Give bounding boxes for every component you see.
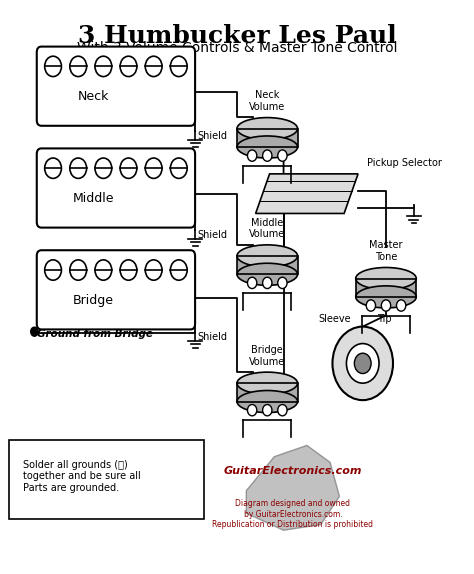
Circle shape <box>171 56 187 76</box>
FancyBboxPatch shape <box>37 149 195 228</box>
Circle shape <box>171 260 187 280</box>
Text: Middle
Volume: Middle Volume <box>249 218 285 239</box>
Bar <box>237 129 298 147</box>
Text: Bridge
Volume: Bridge Volume <box>249 345 285 367</box>
Text: Bridge: Bridge <box>73 293 114 307</box>
Text: Tip: Tip <box>377 314 392 324</box>
Bar <box>237 129 298 147</box>
Circle shape <box>45 260 62 280</box>
Bar <box>237 383 298 402</box>
Circle shape <box>171 158 187 179</box>
Text: Middle: Middle <box>73 192 114 205</box>
Bar <box>356 278 416 297</box>
Circle shape <box>95 158 112 179</box>
Circle shape <box>95 260 112 280</box>
Circle shape <box>247 150 257 161</box>
Circle shape <box>145 56 162 76</box>
Text: Diagram designed and owned
by GuitarElectronics.com.
Republication or Distributi: Diagram designed and owned by GuitarElec… <box>212 499 374 529</box>
Text: Sleeve: Sleeve <box>319 314 351 324</box>
Text: 3 Humbucker Les Paul: 3 Humbucker Les Paul <box>78 24 396 48</box>
Circle shape <box>278 405 287 416</box>
Circle shape <box>45 158 62 179</box>
Circle shape <box>396 300 406 311</box>
Text: Pickup Selector: Pickup Selector <box>367 158 442 168</box>
Text: With 3 Volume Controls & Master Tone Control: With 3 Volume Controls & Master Tone Con… <box>77 41 397 55</box>
Text: Master
Tone: Master Tone <box>369 241 403 262</box>
Bar <box>356 278 416 297</box>
Circle shape <box>263 277 272 289</box>
Circle shape <box>145 158 162 179</box>
Text: Ground from Bridge: Ground from Bridge <box>37 329 153 339</box>
Ellipse shape <box>237 390 298 413</box>
Bar <box>237 256 298 274</box>
Text: Shield: Shield <box>197 131 228 141</box>
Text: Neck: Neck <box>78 90 109 103</box>
Polygon shape <box>255 174 358 214</box>
Circle shape <box>355 353 371 374</box>
Circle shape <box>366 300 375 311</box>
Circle shape <box>120 56 137 76</box>
Text: Solder all grounds (⏚)
together and be sure all
Parts are grounded.: Solder all grounds (⏚) together and be s… <box>23 460 141 492</box>
FancyBboxPatch shape <box>37 250 195 329</box>
Ellipse shape <box>356 267 416 289</box>
Circle shape <box>346 344 379 383</box>
Circle shape <box>70 56 87 76</box>
Text: Neck
Volume: Neck Volume <box>249 91 285 112</box>
Circle shape <box>247 277 257 289</box>
Ellipse shape <box>237 245 298 267</box>
Circle shape <box>120 158 137 179</box>
Circle shape <box>247 405 257 416</box>
Circle shape <box>70 260 87 280</box>
Circle shape <box>95 56 112 76</box>
FancyBboxPatch shape <box>9 440 204 519</box>
Circle shape <box>382 300 391 311</box>
Circle shape <box>31 327 38 336</box>
Ellipse shape <box>237 372 298 394</box>
Circle shape <box>332 327 393 400</box>
Text: GuitarElectronics.com: GuitarElectronics.com <box>224 466 362 476</box>
Circle shape <box>263 150 272 161</box>
Ellipse shape <box>237 263 298 285</box>
Polygon shape <box>246 445 339 530</box>
Ellipse shape <box>237 136 298 158</box>
Ellipse shape <box>356 286 416 308</box>
Circle shape <box>278 150 287 161</box>
Circle shape <box>263 405 272 416</box>
FancyBboxPatch shape <box>37 46 195 126</box>
Circle shape <box>70 158 87 179</box>
Ellipse shape <box>237 118 298 139</box>
Circle shape <box>145 260 162 280</box>
Bar <box>237 383 298 402</box>
Circle shape <box>278 277 287 289</box>
Text: Shield: Shield <box>197 332 228 342</box>
Circle shape <box>120 260 137 280</box>
Bar <box>237 256 298 274</box>
Text: Shield: Shield <box>197 230 228 241</box>
Circle shape <box>45 56 62 76</box>
